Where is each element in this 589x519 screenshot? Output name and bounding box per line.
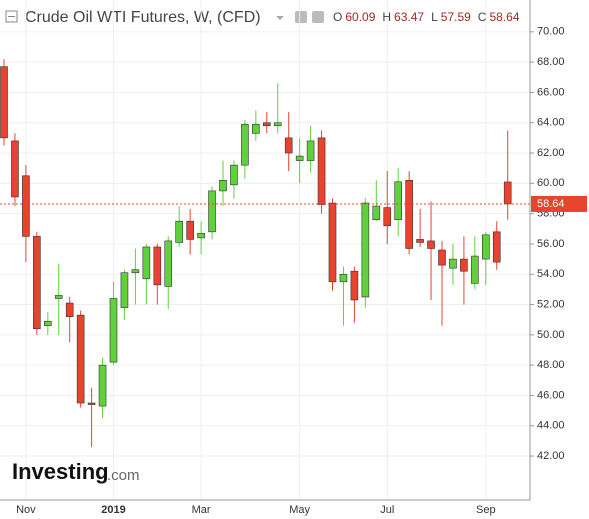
ohlc-value: 60.09 [345, 10, 375, 24]
candle-body [471, 255, 479, 284]
y-tick-label: 64.00 [537, 117, 565, 129]
x-tick-label: 2019 [101, 504, 125, 516]
ohlc-value: 57.59 [441, 10, 471, 24]
candle-body [54, 295, 63, 299]
candle-body [252, 123, 260, 134]
ohlc-label: H [382, 10, 391, 24]
candle-body [306, 140, 315, 161]
candle-body [284, 137, 293, 154]
candle-body [481, 234, 490, 260]
candle-body [241, 123, 249, 166]
candle-body [273, 122, 282, 127]
candle-body [492, 231, 501, 263]
ohlc-label: O [333, 10, 342, 24]
candle-body [339, 273, 348, 283]
y-tick-label: 54.00 [537, 268, 565, 280]
candle-body [109, 298, 118, 363]
candle-body [372, 205, 381, 220]
x-tick-label: Jul [380, 504, 394, 516]
candle-body [427, 240, 435, 249]
candle-body [175, 220, 183, 243]
ohlc-label: C [478, 10, 487, 24]
price-tag [531, 195, 587, 212]
candle-body [0, 66, 8, 139]
price-tag-label: 58.64 [537, 198, 565, 210]
y-tick-label: 62.00 [537, 147, 565, 159]
ohlc-label: L [431, 10, 438, 24]
candle-body [416, 239, 424, 243]
candle-body [405, 180, 413, 249]
candle-body [98, 364, 107, 407]
settings-icon[interactable] [295, 11, 307, 23]
chart-title: Crude Oil WTI Futures, W, (CFD) [25, 9, 261, 26]
close-icon[interactable] [312, 11, 324, 23]
ohlc-value: 58.64 [489, 10, 519, 24]
candle-body [33, 236, 41, 330]
candle-body [76, 314, 85, 404]
ohlc-value: 63.47 [394, 10, 424, 24]
candle-body [142, 246, 151, 280]
candle-body [208, 190, 216, 233]
candle-body [219, 180, 227, 192]
candle-body [449, 258, 457, 269]
candle-body [120, 272, 129, 308]
dropdown-icon[interactable] [276, 16, 284, 20]
candle-body [361, 202, 370, 298]
candle-body [11, 140, 19, 198]
y-tick-label: 42.00 [537, 450, 565, 462]
x-tick-label: Sep [476, 504, 496, 516]
y-tick-label: 52.00 [537, 298, 565, 310]
candle-body [317, 137, 326, 205]
y-tick-label: 50.00 [537, 329, 565, 341]
y-tick-label: 48.00 [537, 359, 565, 371]
candle-body [394, 181, 403, 220]
candle-body [503, 181, 512, 205]
candle-body [438, 249, 446, 266]
y-tick-label: 60.00 [537, 177, 565, 189]
y-tick-label: 70.00 [537, 26, 565, 38]
y-tick-label: 56.00 [537, 238, 565, 250]
x-tick-label: Mar [192, 504, 211, 516]
x-tick-label: May [289, 504, 310, 516]
candle-body [383, 207, 392, 227]
candle-body [350, 270, 359, 301]
candle-body [460, 258, 468, 272]
candle-body [295, 155, 304, 161]
candle-body [131, 269, 140, 274]
candle-body [43, 320, 52, 327]
candle-body [22, 175, 30, 237]
candle-body [197, 233, 205, 239]
candle-body [164, 240, 173, 287]
logo-suffix: .com [107, 467, 140, 484]
collapse-icon[interactable] [5, 10, 18, 23]
candle-body [87, 402, 96, 405]
candle-body [65, 302, 74, 317]
candle-body [230, 164, 238, 186]
y-tick-label: 46.00 [537, 389, 565, 401]
candle-body [328, 202, 337, 283]
x-tick-label: Nov [16, 504, 36, 516]
logo: Investing [12, 459, 109, 484]
y-tick-label: 68.00 [537, 56, 565, 68]
y-tick-label: 66.00 [537, 86, 565, 98]
candle-body [186, 220, 194, 240]
candle-body [262, 122, 271, 127]
candle-body [153, 246, 162, 286]
y-tick-label: 44.00 [537, 420, 565, 432]
